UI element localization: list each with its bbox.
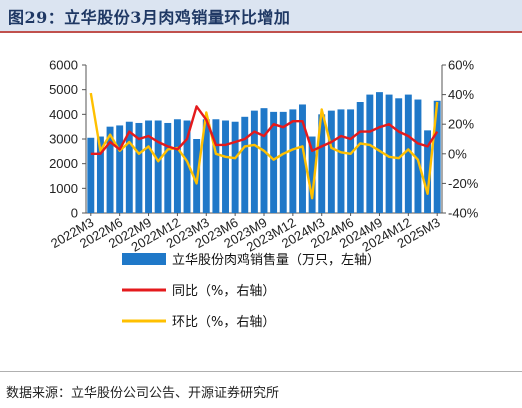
y-right-tick-label: 40% bbox=[448, 87, 474, 102]
bar-2023M10 bbox=[270, 111, 278, 213]
legend-item-volume-swatch bbox=[122, 253, 166, 265]
bar-2023M6 bbox=[231, 121, 239, 213]
y-right-tick-label: 20% bbox=[448, 117, 474, 132]
source-note: 数据来源：立华股份公司公告、开源证券研究所 bbox=[6, 386, 280, 401]
bar-2024M9 bbox=[375, 92, 383, 213]
chart: 0 1000 2000 3000 4000 5000 6000 -40% -20% 0% 20% 40… bbox=[48, 58, 479, 331]
bar-2022M3 bbox=[87, 137, 95, 213]
bar-2025M2 bbox=[424, 130, 432, 213]
bar-2022M7 bbox=[125, 121, 133, 213]
bar-2022M10 bbox=[154, 120, 162, 213]
bar-2024M12 bbox=[404, 94, 412, 213]
bar-2024M3 bbox=[318, 114, 326, 213]
axes: 0 1000 2000 3000 4000 5000 6000 -40% -20% 0% 20% 40… bbox=[49, 58, 479, 221]
bar-2024M1 bbox=[299, 104, 306, 213]
figure-title: 图29：立华股份3月肉鸡销量环比增加 bbox=[8, 7, 291, 27]
bar-2022M8 bbox=[135, 122, 143, 213]
legend-item-yoy-label: 同比（%，右轴） bbox=[172, 284, 275, 299]
y-left-tick-label: 1000 bbox=[49, 181, 78, 196]
y-right-tick-label: -20% bbox=[448, 176, 479, 191]
legend: 立华股份肉鸡销售量（万只，左轴） 同比（%，右轴） 环比（%，右轴） bbox=[122, 252, 380, 330]
bar-2023M4 bbox=[212, 119, 220, 213]
bar-2024M7 bbox=[356, 102, 364, 213]
bar-2024M2 bbox=[308, 136, 316, 213]
y-left-tick-label: 3000 bbox=[49, 132, 78, 147]
bar-2023M12 bbox=[289, 109, 297, 213]
legend-item-mom: 环比（%，右轴） bbox=[122, 315, 275, 330]
bar-2024M10 bbox=[385, 94, 393, 213]
y-right-tick-label: 0% bbox=[448, 146, 467, 161]
y-left-tick-label: 0 bbox=[71, 206, 78, 221]
source-divider bbox=[0, 371, 522, 372]
bar-2023M1 bbox=[183, 120, 191, 213]
line-yoy bbox=[90, 105, 439, 156]
bar-2023M5 bbox=[222, 120, 229, 213]
legend-item-yoy: 同比（%，右轴） bbox=[122, 284, 275, 299]
bar-2025M1 bbox=[414, 99, 422, 213]
legend-item-volume: 立华股份肉鸡销售量（万只，左轴） bbox=[122, 252, 380, 268]
bar-2022M9 bbox=[145, 120, 153, 213]
bar-series-volume bbox=[87, 92, 441, 213]
bar-2023M9 bbox=[260, 108, 268, 213]
y-right-tick-label: 60% bbox=[448, 58, 474, 73]
legend-item-volume-label: 立华股份肉鸡销售量（万只，左轴） bbox=[172, 252, 380, 268]
y-right-tick-label: -40% bbox=[448, 206, 479, 221]
bar-2022M12 bbox=[173, 119, 181, 213]
y-left-tick-label: 5000 bbox=[49, 82, 78, 97]
bar-2022M4 bbox=[96, 136, 104, 213]
bar-2023M7 bbox=[241, 116, 249, 213]
bar-2022M11 bbox=[164, 122, 172, 213]
bar-2023M11 bbox=[279, 111, 287, 213]
bar-2023M8 bbox=[250, 110, 258, 213]
bar-2023M3 bbox=[202, 119, 210, 213]
line-series-group bbox=[89, 92, 439, 200]
figure-title-bar: 图29：立华股份3月肉鸡销量环比增加 bbox=[0, 0, 522, 33]
legend-item-mom-label: 环比（%，右轴） bbox=[172, 315, 275, 330]
bar-2022M5 bbox=[106, 126, 114, 213]
line-mom bbox=[89, 92, 439, 200]
bar-2025M3 bbox=[433, 100, 441, 213]
bar-2024M5 bbox=[337, 109, 345, 213]
bar-2024M4 bbox=[327, 110, 335, 213]
bar-2024M6 bbox=[347, 109, 355, 213]
bar-2022M6 bbox=[116, 125, 124, 213]
x-axis-tick-labels: 2022M32022M62022M92022M122023M32023M6202… bbox=[48, 213, 443, 255]
bar-2024M11 bbox=[395, 98, 403, 213]
y-left-tick-label: 6000 bbox=[49, 58, 78, 73]
y-left-tick-label: 2000 bbox=[49, 156, 78, 171]
y-left-tick-label: 4000 bbox=[49, 107, 78, 122]
bar-2024M8 bbox=[366, 94, 374, 213]
